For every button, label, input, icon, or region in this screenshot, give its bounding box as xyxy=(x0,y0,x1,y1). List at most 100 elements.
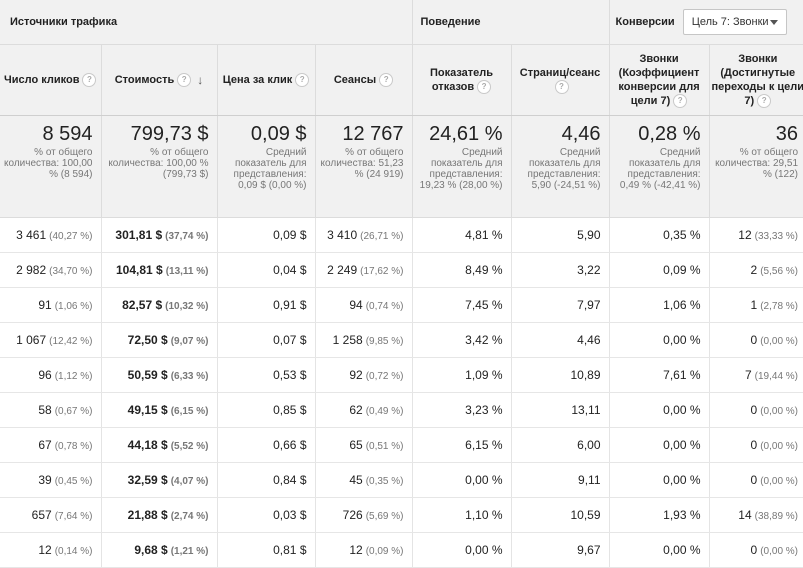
help-icon[interactable]: ? xyxy=(554,80,569,95)
cell-cpc: 0,53 $ xyxy=(216,357,315,393)
table-row[interactable]: 2 982 (34,70 %) 104,81 $ (13,11 %) 0,04 $2 2… xyxy=(0,252,803,288)
group-conversions: Конверсии Цель 7: Звонки xyxy=(608,0,803,45)
cell-percent: (0,78 %) xyxy=(54,441,93,452)
cell-value: 1 067 xyxy=(16,333,47,347)
total-value: 8 594 xyxy=(42,123,93,145)
cell-percent: (0,00 %) xyxy=(760,441,799,452)
cell-clicks: 2 982 (34,70 %) xyxy=(0,252,101,288)
goal-dropdown[interactable]: Цель 7: Звонки xyxy=(682,9,787,35)
column-header-clicks[interactable]: Число кликов? xyxy=(0,44,101,116)
help-icon[interactable]: ? xyxy=(177,73,192,88)
cell-bounce-rate: 3,23 % xyxy=(411,392,511,428)
cell-percent: (17,62 %) xyxy=(360,266,404,277)
cell-value: 104,81 $ xyxy=(115,263,163,277)
cell-value: 1,93 % xyxy=(663,508,701,522)
cell-bounce-rate: 8,49 % xyxy=(411,252,511,288)
cell-bounce-rate: 7,45 % xyxy=(411,287,511,323)
cell-percent: (9,07 %) xyxy=(170,336,209,347)
cell-cost: 104,81 $ (13,11 %) xyxy=(100,252,217,288)
cell-pages-per-session: 10,89 xyxy=(510,357,610,393)
help-icon[interactable]: ? xyxy=(379,73,394,88)
table-row[interactable]: 3 461 (40,27 %) 301,81 $ (37,74 %) 0,09 $3 4… xyxy=(0,217,803,253)
cell-sessions: 62 (0,49 %) xyxy=(314,392,412,428)
cell-value: 0,04 $ xyxy=(273,263,307,277)
cell-conversion-rate: 7,61 % xyxy=(608,357,710,393)
cell-percent: (0,49 %) xyxy=(365,406,404,417)
cell-percent: (0,67 %) xyxy=(54,406,93,417)
cell-percent: (0,45 %) xyxy=(54,476,93,487)
column-header-cost[interactable]: Стоимость? ↓ xyxy=(100,44,217,116)
column-header-conversions[interactable]: Звонки (Достигнутые переходы к цели 7)? xyxy=(708,44,803,116)
cell-value: 82,57 $ xyxy=(122,298,163,312)
table-row[interactable]: 657 (7,64 %) 21,88 $ (2,74 %) 0,03 $726 (5,69… xyxy=(0,497,803,533)
cell-value: 13,11 xyxy=(571,403,601,417)
cell-value: 1,06 % xyxy=(663,298,701,312)
column-header-sessions[interactable]: Сеансы? xyxy=(314,44,412,116)
column-header-bounce-rate[interactable]: Показатель отказов? xyxy=(411,44,511,116)
total-cpc: 0,09 $ Средний показатель для представлен… xyxy=(216,115,315,218)
cell-value: 1 258 xyxy=(332,333,363,347)
cell-percent: (10,32 %) xyxy=(165,301,209,312)
cell-value: 45 xyxy=(349,473,363,487)
total-value: 12 767 xyxy=(342,123,404,145)
table-row[interactable]: 96 (1,12 %) 50,59 $ (6,33 %) 0,53 $92 (0,72 %… xyxy=(0,357,803,393)
cell-value: 0 xyxy=(750,438,758,452)
total-value: 4,46 xyxy=(561,123,601,145)
column-header-pages-per-session[interactable]: Страниц/сеанс? xyxy=(510,44,610,116)
column-header-label: Сеансы xyxy=(333,73,377,86)
help-icon[interactable]: ? xyxy=(82,73,97,88)
total-sessions: 12 767% от общего количества: 51,23 % (2… xyxy=(314,115,412,218)
table-row[interactable]: 39 (0,45 %) 32,59 $ (4,07 %) 0,84 $ 45 (0,35 %… xyxy=(0,462,803,498)
cell-value: 0 xyxy=(750,333,758,347)
table-row[interactable]: 91 (1,06 %) 82,57 $ (10,32 %) 0,91 $94 (0,74 … xyxy=(0,287,803,323)
cell-percent: (7,64 %) xyxy=(54,511,93,522)
cell-value: 0,03 $ xyxy=(273,508,307,522)
cell-sessions: 726 (5,69 %) xyxy=(314,497,412,533)
cell-sessions: 65 (0,51 %) xyxy=(314,427,412,463)
cell-cost: 32,59 $ (4,07 %) xyxy=(100,462,217,498)
table-row[interactable]: 12 (0,14 %) 9,68 $ (1,21 %) 0,81 $12 (0,09 %)… xyxy=(0,532,803,568)
cell-percent: (5,52 %) xyxy=(170,441,209,452)
cell-value: 65 xyxy=(349,438,363,452)
column-header-label: Звонки (Коэффициент конверсии для цели 7… xyxy=(618,52,700,107)
column-header-cpc[interactable]: Цена за клик? xyxy=(216,44,315,116)
cell-value: 1,09 % xyxy=(465,368,503,382)
cell-value: 96 xyxy=(38,368,52,382)
column-header-conversion-rate[interactable]: Звонки (Коэффициент конверсии для цели 7… xyxy=(608,44,710,116)
table-row[interactable]: 67 (0,78 %) 44,18 $ (5,52 %) 0,66 $65 (0,51 %… xyxy=(0,427,803,463)
cell-conversion-rate: 1,93 % xyxy=(608,497,710,533)
sort-desc-icon[interactable]: ↓ xyxy=(197,73,204,88)
cell-value: 0,09 $ xyxy=(273,228,307,242)
cell-percent: (0,00 %) xyxy=(760,546,799,557)
table-row[interactable]: 58 (0,67 %) 49,15 $ (6,15 %) 0,85 $62 (0,49 %… xyxy=(0,392,803,428)
cell-percent: (0,00 %) xyxy=(760,476,799,487)
cell-value: 10,89 xyxy=(570,368,601,382)
cell-cost: 72,50 $ (9,07 %) xyxy=(100,322,217,358)
cell-conversions: 0 (0,00 %) xyxy=(708,322,803,358)
cell-value: 0,84 $ xyxy=(273,473,307,487)
cell-value: 49,15 $ xyxy=(127,403,168,417)
cell-cpc: 0,81 $ xyxy=(216,532,315,568)
total-subtext: % от общего количества: 100,00 % (799,73… xyxy=(108,147,209,180)
cell-percent: (19,44 %) xyxy=(754,371,799,382)
cell-value: 72,50 $ xyxy=(127,333,168,347)
cell-conversion-rate: 0,09 % xyxy=(608,252,710,288)
cell-value: 0,07 $ xyxy=(273,333,307,347)
help-icon[interactable]: ? xyxy=(477,80,492,95)
cell-value: 0,09 % xyxy=(663,263,701,277)
cell-sessions: 45 (0,35 %) xyxy=(314,462,412,498)
cell-value: 0 xyxy=(750,543,758,557)
cell-value: 0,53 $ xyxy=(273,368,307,382)
help-icon[interactable]: ? xyxy=(295,73,310,88)
cell-value: 8,49 % xyxy=(465,263,503,277)
cell-cost: 49,15 $ (6,15 %) xyxy=(100,392,217,428)
cell-conversions: 0 (0,00 %) xyxy=(708,532,803,568)
cell-cpc: 0,66 $ xyxy=(216,427,315,463)
table-row[interactable]: 1 067 (12,42 %) 72,50 $ (9,07 %) 0,07 $1 258… xyxy=(0,322,803,358)
help-icon[interactable]: ? xyxy=(673,94,688,109)
cell-value: 9,67 xyxy=(577,543,601,557)
cell-sessions: 92 (0,72 %) xyxy=(314,357,412,393)
cell-clicks: 39 (0,45 %) xyxy=(0,462,101,498)
cell-conversion-rate: 0,35 % xyxy=(608,217,710,253)
help-icon[interactable]: ? xyxy=(757,94,772,109)
